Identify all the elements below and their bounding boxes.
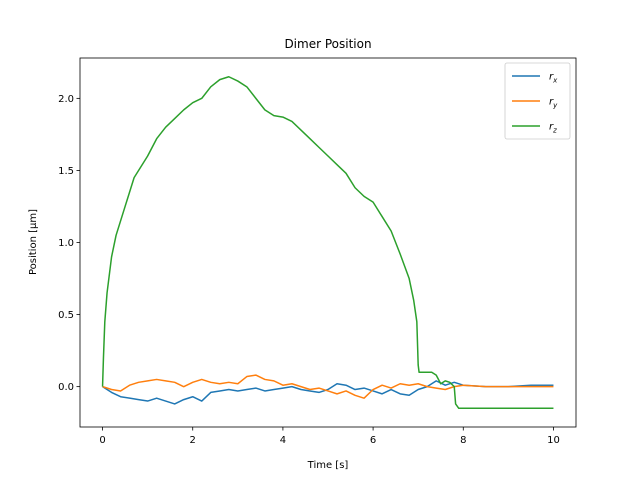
x-tick-label: 6	[370, 435, 376, 446]
x-tick-label: 4	[280, 435, 286, 446]
legend-label-x: rx	[549, 72, 558, 85]
y-tick-label: 0.5	[58, 310, 74, 321]
series-line-x	[102, 380, 554, 405]
x-axis: 0 2 4 6 8 10	[99, 427, 560, 446]
y-axis: 0.0 0.5 1.0 1.5 2.0	[58, 94, 80, 393]
y-tick-label: 2.0	[58, 94, 74, 105]
y-tick-label: 0.0	[58, 382, 74, 393]
legend: rx ry rz	[504, 62, 571, 140]
series-line-y	[102, 374, 554, 399]
series-layer	[101, 75, 554, 410]
y-axis-label: Position [μm]	[28, 209, 39, 275]
x-tick-label: 0	[99, 435, 105, 446]
y-tick-label: 1.0	[58, 238, 74, 249]
series-line-z	[101, 75, 554, 410]
legend-label-y: ry	[549, 97, 558, 110]
x-tick-label: 2	[190, 435, 196, 446]
legend-label-z: rz	[549, 122, 557, 135]
y-tick-label: 1.5	[58, 166, 74, 177]
chart-title: Dimer Position	[284, 37, 371, 51]
x-axis-label: Time [s]	[307, 460, 349, 471]
x-tick-label: 10	[547, 435, 560, 446]
x-tick-label: 8	[460, 435, 466, 446]
